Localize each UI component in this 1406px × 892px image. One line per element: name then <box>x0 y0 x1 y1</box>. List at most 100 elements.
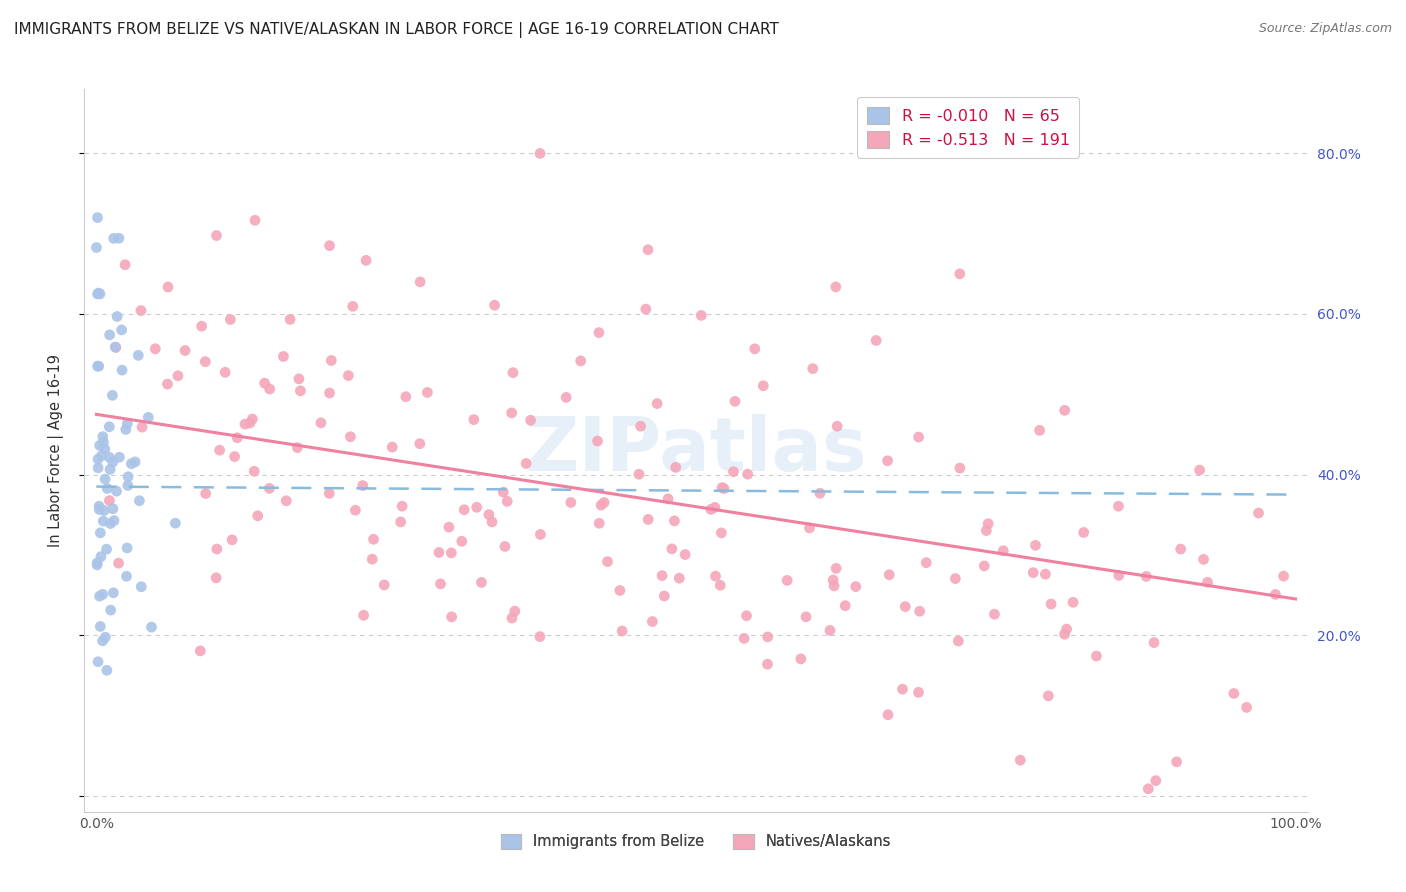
Point <box>321 353 343 368</box>
Point <box>339 430 361 444</box>
Point <box>87 500 110 514</box>
Point <box>1040 597 1063 611</box>
Point <box>949 267 972 281</box>
Point <box>915 556 938 570</box>
Point <box>111 323 134 337</box>
Point <box>108 450 131 465</box>
Point <box>627 467 650 482</box>
Point <box>529 630 551 644</box>
Point <box>124 455 146 469</box>
Legend: Immigrants from Belize, Natives/Alaskans: Immigrants from Belize, Natives/Alaskans <box>495 828 897 855</box>
Point <box>494 540 516 554</box>
Text: Source: ZipAtlas.com: Source: ZipAtlas.com <box>1258 22 1392 36</box>
Point <box>440 546 463 560</box>
Point <box>894 599 917 614</box>
Point <box>713 482 735 496</box>
Point <box>463 412 485 426</box>
Point <box>373 578 395 592</box>
Point <box>948 634 970 648</box>
Point <box>593 495 616 509</box>
Point <box>90 549 112 564</box>
Point <box>723 465 745 479</box>
Point <box>278 312 301 326</box>
Point <box>450 534 472 549</box>
Point <box>91 633 114 648</box>
Point <box>129 303 152 318</box>
Point <box>877 707 900 722</box>
Point <box>1053 627 1076 641</box>
Point <box>115 541 138 555</box>
Point <box>86 556 108 570</box>
Point <box>318 238 340 252</box>
Point <box>91 587 114 601</box>
Point <box>1028 423 1050 437</box>
Point <box>221 533 243 547</box>
Point <box>1135 569 1157 583</box>
Point <box>724 394 747 409</box>
Point <box>342 299 364 313</box>
Point <box>214 365 236 379</box>
Point <box>1170 542 1192 557</box>
Point <box>503 604 526 618</box>
Point <box>101 388 124 402</box>
Point <box>661 541 683 556</box>
Point <box>259 482 281 496</box>
Point <box>1272 569 1295 583</box>
Point <box>700 502 723 516</box>
Point <box>226 431 249 445</box>
Point <box>976 524 998 538</box>
Point <box>845 580 868 594</box>
Point <box>825 419 848 434</box>
Point <box>735 608 758 623</box>
Point <box>86 359 108 373</box>
Point <box>555 391 578 405</box>
Point <box>1137 781 1160 796</box>
Point <box>188 644 211 658</box>
Point <box>243 213 266 227</box>
Point <box>588 516 610 531</box>
Point <box>103 514 125 528</box>
Point <box>569 354 592 368</box>
Point <box>704 569 727 583</box>
Point <box>1056 622 1078 636</box>
Point <box>641 615 664 629</box>
Point <box>865 334 887 348</box>
Point <box>361 552 384 566</box>
Point <box>165 516 187 531</box>
Point <box>756 630 779 644</box>
Point <box>98 493 121 508</box>
Point <box>703 500 725 515</box>
Point <box>93 435 115 450</box>
Point <box>652 589 675 603</box>
Point <box>101 455 124 469</box>
Point <box>496 494 519 508</box>
Point <box>107 556 129 570</box>
Point <box>416 385 439 400</box>
Point <box>129 580 152 594</box>
Point <box>105 310 128 324</box>
Point <box>115 569 138 583</box>
Point <box>744 342 766 356</box>
Point <box>801 361 824 376</box>
Point <box>131 420 153 434</box>
Point <box>103 231 125 245</box>
Y-axis label: In Labor Force | Age 16-19: In Labor Force | Age 16-19 <box>48 354 63 547</box>
Point <box>1038 689 1060 703</box>
Point <box>94 472 117 486</box>
Point <box>1022 566 1045 580</box>
Point <box>1166 755 1188 769</box>
Point <box>690 309 713 323</box>
Point <box>285 441 308 455</box>
Point <box>156 280 179 294</box>
Point <box>194 486 217 500</box>
Point <box>89 589 111 603</box>
Point <box>117 469 139 483</box>
Point <box>711 481 734 495</box>
Text: ZIPatlas: ZIPatlas <box>524 414 868 487</box>
Point <box>205 228 228 243</box>
Point <box>1188 463 1211 477</box>
Point <box>114 422 136 436</box>
Point <box>194 354 217 368</box>
Point <box>391 499 413 513</box>
Point <box>709 578 731 592</box>
